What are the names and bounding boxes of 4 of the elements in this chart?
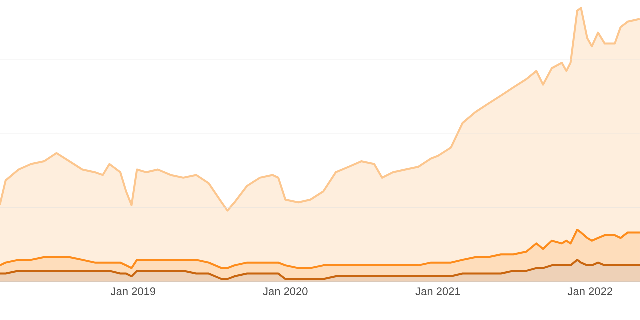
- x-tick-label: Jan 2021: [416, 288, 460, 296]
- x-tick-label: Jan 2019: [110, 288, 156, 296]
- x-tick-label: Jan 2020: [263, 288, 308, 296]
- x-tick-label: Jan 2022: [568, 288, 612, 296]
